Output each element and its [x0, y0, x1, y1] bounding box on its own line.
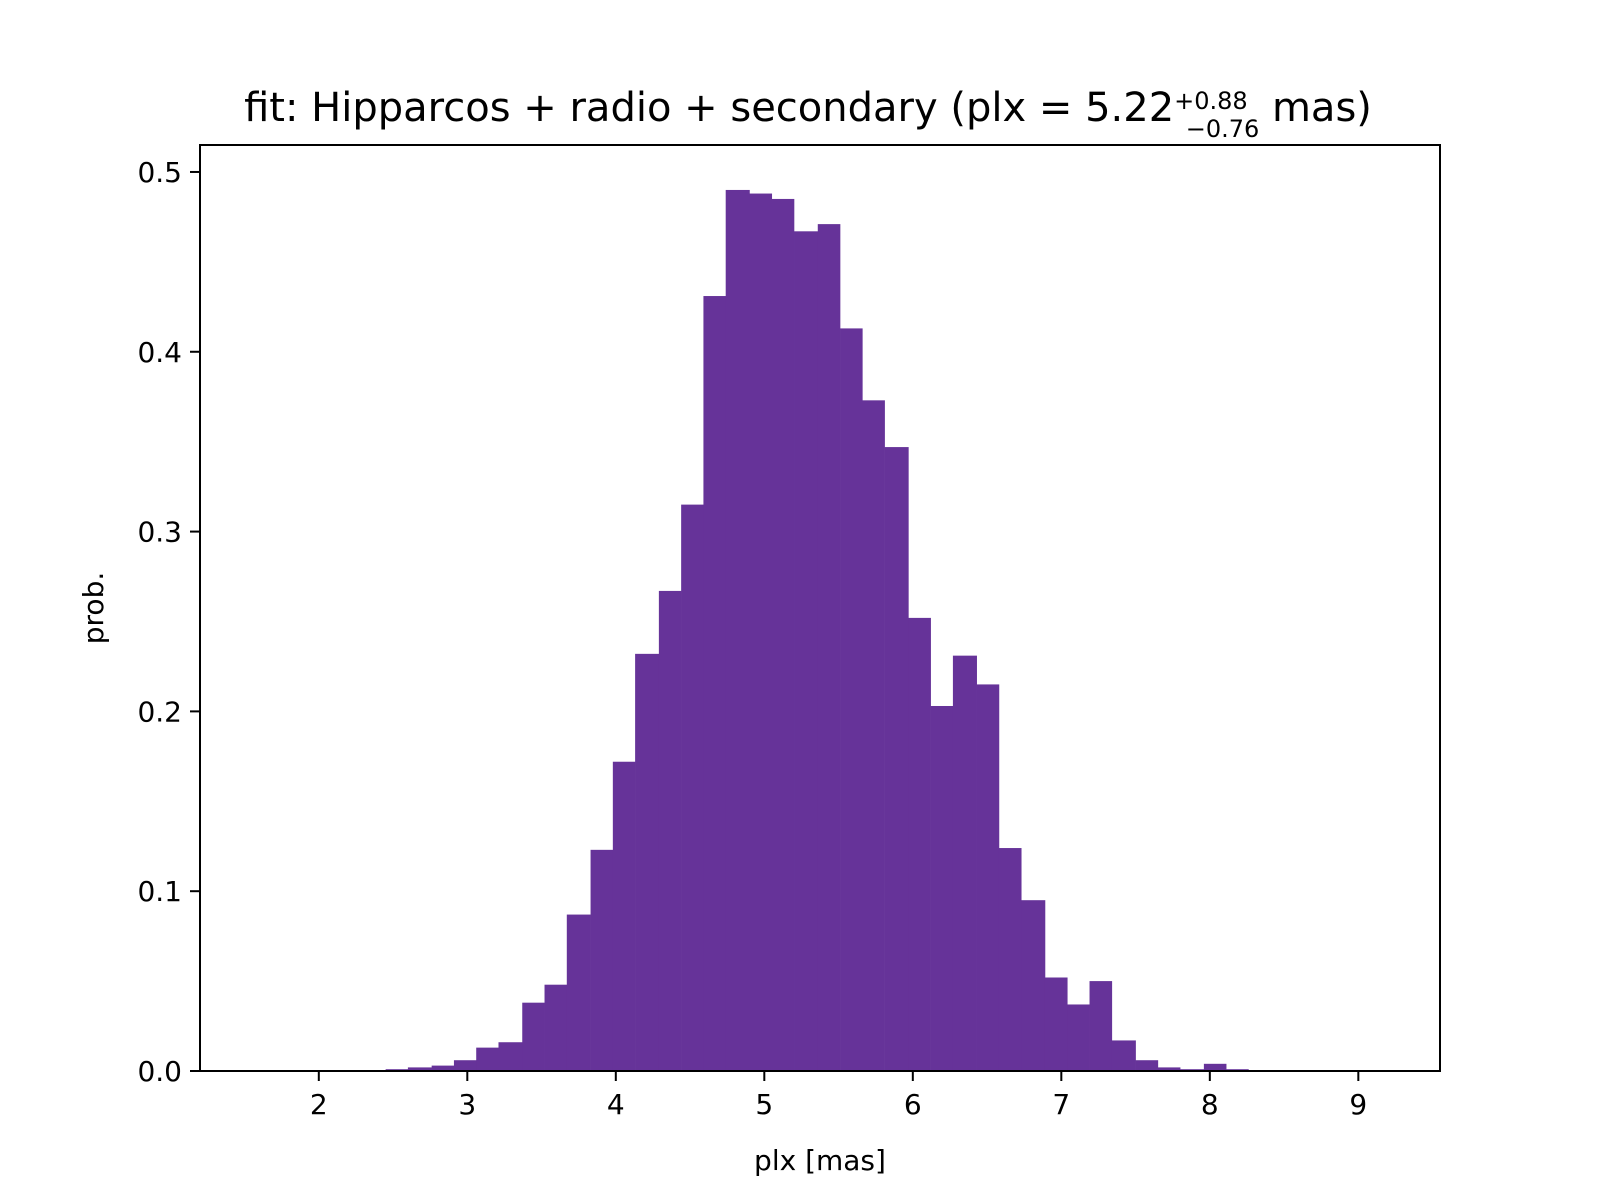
x-tick-label: 4 — [607, 1088, 625, 1121]
histogram-bar — [1135, 1060, 1159, 1071]
x-tick-label: 9 — [1349, 1088, 1367, 1121]
x-axis: 2 3 4 5 6 7 8 9 — [310, 1071, 1367, 1121]
x-tick-label: 2 — [310, 1088, 328, 1121]
histogram-bar — [498, 1042, 523, 1071]
axes-frame — [199, 144, 1441, 1072]
histogram-bar — [840, 328, 863, 1071]
y-tick-label: 0.3 — [137, 516, 182, 549]
chart-title: fit: Hipparcos + radio + secondary (plx … — [244, 85, 1372, 143]
histogram-bar — [930, 705, 954, 1071]
histogram-bar — [1044, 977, 1068, 1071]
histogram-bar — [817, 224, 841, 1071]
histogram-bar — [1157, 1067, 1181, 1071]
histogram-bar — [1067, 1004, 1090, 1071]
histogram-bar — [476, 1047, 499, 1071]
histogram-bar — [544, 984, 568, 1071]
x-tick-label: 3 — [458, 1088, 476, 1121]
chart-title-prefix: fit: Hipparcos + radio + secondary (plx … — [244, 85, 1174, 131]
histogram-bar — [658, 590, 682, 1071]
histogram-bar — [794, 231, 819, 1072]
histogram-bar — [1021, 900, 1046, 1071]
histogram-bar — [998, 848, 1022, 1071]
histogram-bar — [1203, 1063, 1227, 1071]
y-tick-label: 0.1 — [137, 875, 182, 908]
histogram-bar — [635, 653, 660, 1071]
y-tick-label: 0.0 — [137, 1055, 182, 1088]
histogram-bar — [952, 655, 977, 1071]
y-axis: 0.0 0.1 0.2 0.3 0.4 0.5 — [137, 156, 200, 1088]
x-tick-label: 7 — [1052, 1088, 1070, 1121]
histogram-bar — [590, 849, 614, 1071]
x-tick-label: 6 — [904, 1088, 922, 1121]
histogram-bar — [612, 761, 636, 1071]
x-axis-label: plx [mas] — [754, 1144, 886, 1177]
histogram-bar — [725, 189, 750, 1071]
histogram-bar — [681, 504, 704, 1071]
histogram-bar — [703, 296, 727, 1072]
y-tick-label: 0.4 — [137, 336, 182, 369]
histogram-bar — [566, 914, 591, 1071]
histogram-bars — [385, 189, 1249, 1072]
histogram-bar — [407, 1067, 432, 1071]
histogram-bar — [1111, 1040, 1136, 1071]
histogram-bar — [1089, 981, 1113, 1071]
histogram-bar — [749, 193, 773, 1071]
chart-title-sub: −0.76 — [1186, 115, 1260, 143]
histogram-bar — [771, 198, 795, 1071]
histogram-bar — [884, 447, 909, 1071]
histogram-bar — [431, 1065, 455, 1071]
chart-title-sup: +0.88 — [1174, 87, 1248, 115]
histogram-bar — [522, 1002, 545, 1071]
histogram-bar — [862, 400, 885, 1071]
x-tick-label: 5 — [755, 1088, 773, 1121]
histogram-bar — [453, 1060, 477, 1071]
histogram-bar — [976, 684, 1000, 1071]
y-tick-label: 0.5 — [137, 156, 182, 189]
histogram-bar — [908, 617, 931, 1071]
x-tick-label: 8 — [1201, 1088, 1219, 1121]
y-axis-label: prob. — [77, 572, 110, 644]
y-tick-label: 0.2 — [137, 695, 182, 728]
chart-title-suffix: mas) — [1259, 85, 1372, 131]
